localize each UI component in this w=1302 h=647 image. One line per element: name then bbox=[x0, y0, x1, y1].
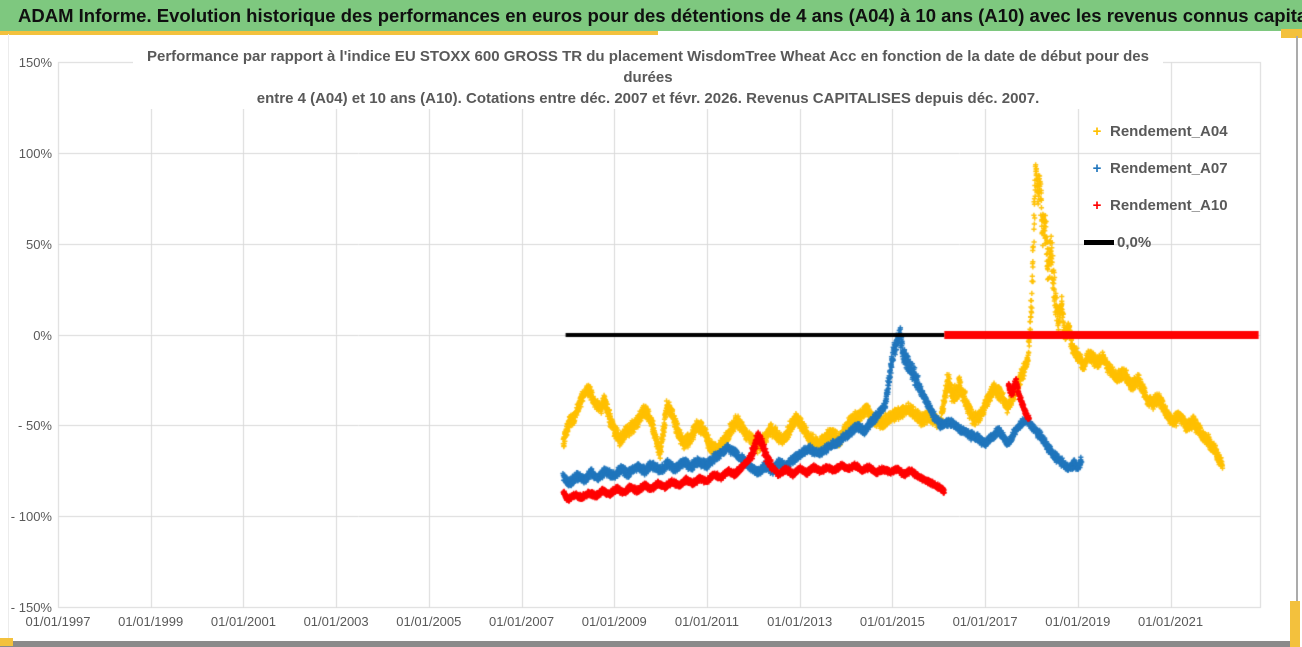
x-tick-label: 01/01/2021 bbox=[1137, 614, 1204, 629]
legend-item-rendement-a10[interactable]: + Rendement_A10 bbox=[1084, 193, 1289, 217]
legend-item-rendement-a07[interactable]: + Rendement_A07 bbox=[1084, 156, 1289, 180]
gold-corner-top-right bbox=[1281, 29, 1302, 38]
y-tick-label: - 50% bbox=[18, 418, 52, 434]
x-tick-label: 01/01/1999 bbox=[118, 614, 184, 629]
y-tick-label: 100% bbox=[18, 145, 52, 161]
x-tick-label: 01/01/2001 bbox=[210, 614, 276, 629]
x-tick-label: 01/01/2019 bbox=[1045, 614, 1111, 629]
plus-marker-icon: + bbox=[1092, 196, 1102, 214]
legend-label: Rendement_A10 bbox=[1110, 196, 1228, 214]
x-tick-label: 01/01/1997 bbox=[25, 614, 91, 629]
plus-marker-icon: + bbox=[1092, 122, 1102, 140]
y-tick-label: - 150% bbox=[10, 600, 52, 615]
gold-strip-bottom-right bbox=[1290, 601, 1300, 647]
gold-corner-bottom-left bbox=[0, 638, 13, 646]
chart-legend: + Rendement_A04 + Rendement_A07 + Rendem… bbox=[1084, 119, 1289, 267]
plus-marker-icon: + bbox=[1092, 159, 1102, 177]
y-tick-label: 150% bbox=[18, 55, 52, 70]
x-tick-label: 01/01/2011 bbox=[674, 614, 740, 629]
sheet-left-edge-line bbox=[8, 34, 9, 640]
y-tick-label: 0% bbox=[33, 327, 52, 343]
chart-title-line2: entre 4 (A04) et 10 ans (A10). Cotations… bbox=[256, 90, 1040, 107]
x-tick-label: 01/01/2005 bbox=[396, 614, 462, 629]
legend-label: Rendement_A04 bbox=[1110, 122, 1228, 140]
legend-label: 0,0% bbox=[1117, 233, 1152, 251]
x-tick-label: 01/01/2013 bbox=[767, 614, 833, 629]
bottom-status-strip bbox=[0, 641, 1291, 647]
legend-item-zero-line[interactable]: 0,0% bbox=[1084, 230, 1289, 254]
chart-title-line1: Performance par rapport à l'indice EU ST… bbox=[147, 48, 1149, 86]
chart-title: Performance par rapport à l'indice EU ST… bbox=[133, 46, 1163, 109]
x-tick-label: 01/01/2007 bbox=[489, 614, 555, 629]
legend-label: Rendement_A07 bbox=[1110, 159, 1228, 177]
x-tick-label: 01/01/2017 bbox=[952, 614, 1018, 629]
y-tick-label: 50% bbox=[25, 236, 52, 252]
x-tick-label: 01/01/2009 bbox=[581, 614, 647, 629]
zero-line-sample bbox=[1084, 239, 1114, 245]
y-tick-label: - 100% bbox=[10, 509, 52, 525]
x-tick-label: 01/01/2003 bbox=[303, 614, 369, 629]
legend-item-rendement-a04[interactable]: + Rendement_A04 bbox=[1084, 119, 1289, 143]
x-tick-label: 01/01/2015 bbox=[859, 614, 925, 629]
sheet-right-edge-line bbox=[1296, 36, 1298, 640]
gold-underline bbox=[0, 31, 658, 35]
